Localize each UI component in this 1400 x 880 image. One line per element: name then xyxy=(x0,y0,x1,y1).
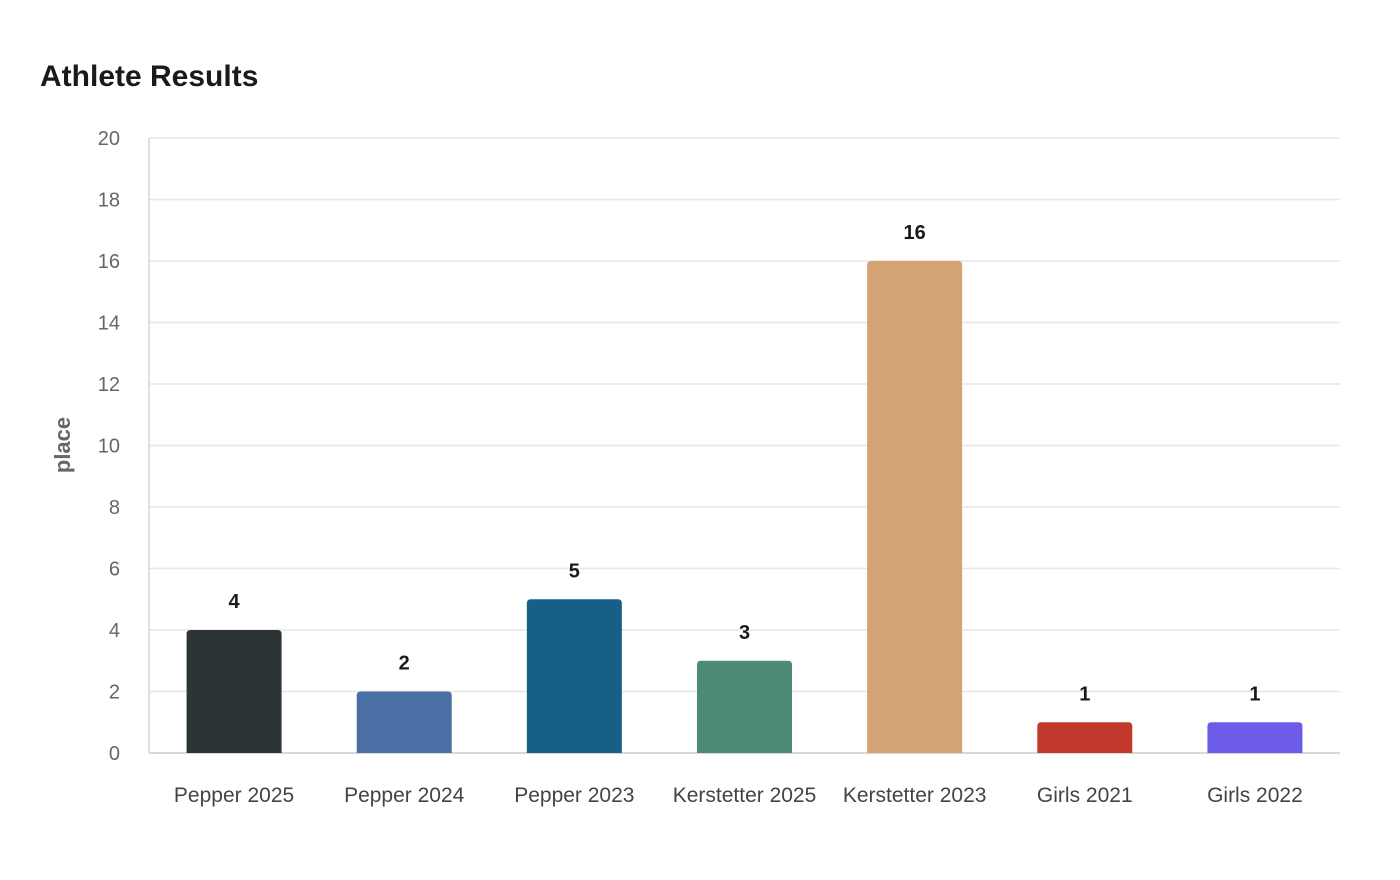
data-label: 3 xyxy=(739,622,750,644)
x-tick-label: Pepper 2025 xyxy=(174,784,294,807)
y-tick-label: 20 xyxy=(98,128,120,150)
y-tick-label: 12 xyxy=(98,374,120,396)
bar xyxy=(1207,722,1303,753)
y-tick-label: 8 xyxy=(109,497,120,519)
x-tick-label: Kerstetter 2023 xyxy=(843,784,987,807)
y-tick-label: 14 xyxy=(98,313,120,335)
bar xyxy=(526,599,622,753)
y-tick-label: 6 xyxy=(109,559,120,581)
x-tick-label: Pepper 2023 xyxy=(514,784,634,807)
labels: 0 2 4 6 8 10 12 14 16 18 20 4 Pepper 2025 2 Pepper 202… xyxy=(98,128,1303,807)
x-tick-label: Girls 2021 xyxy=(1037,784,1133,807)
data-label: 5 xyxy=(569,560,580,582)
chart-title: Athlete Results xyxy=(40,60,259,93)
gridlines xyxy=(149,137,1340,693)
x-tick-label: Kerstetter 2025 xyxy=(673,784,817,807)
bar xyxy=(867,261,963,753)
bar xyxy=(1037,722,1133,753)
data-label: 16 xyxy=(904,222,926,244)
y-tick-label: 18 xyxy=(98,190,120,212)
bar xyxy=(697,660,792,753)
bar xyxy=(356,691,452,753)
bar xyxy=(186,630,282,753)
y-tick-label: 10 xyxy=(98,436,120,458)
y-tick-label: 0 xyxy=(109,743,120,765)
bars xyxy=(186,261,1303,753)
data-label: 4 xyxy=(229,591,241,613)
data-label: 1 xyxy=(1079,683,1090,705)
data-label: 2 xyxy=(399,653,410,675)
data-label: 1 xyxy=(1249,683,1260,705)
x-tick-label: Pepper 2024 xyxy=(344,784,465,807)
y-tick-label: 16 xyxy=(98,251,120,273)
y-tick-label: 4 xyxy=(109,620,120,642)
y-tick-label: 2 xyxy=(109,682,120,704)
x-tick-label: Girls 2022 xyxy=(1207,784,1303,807)
y-axis-title: place xyxy=(50,417,75,473)
